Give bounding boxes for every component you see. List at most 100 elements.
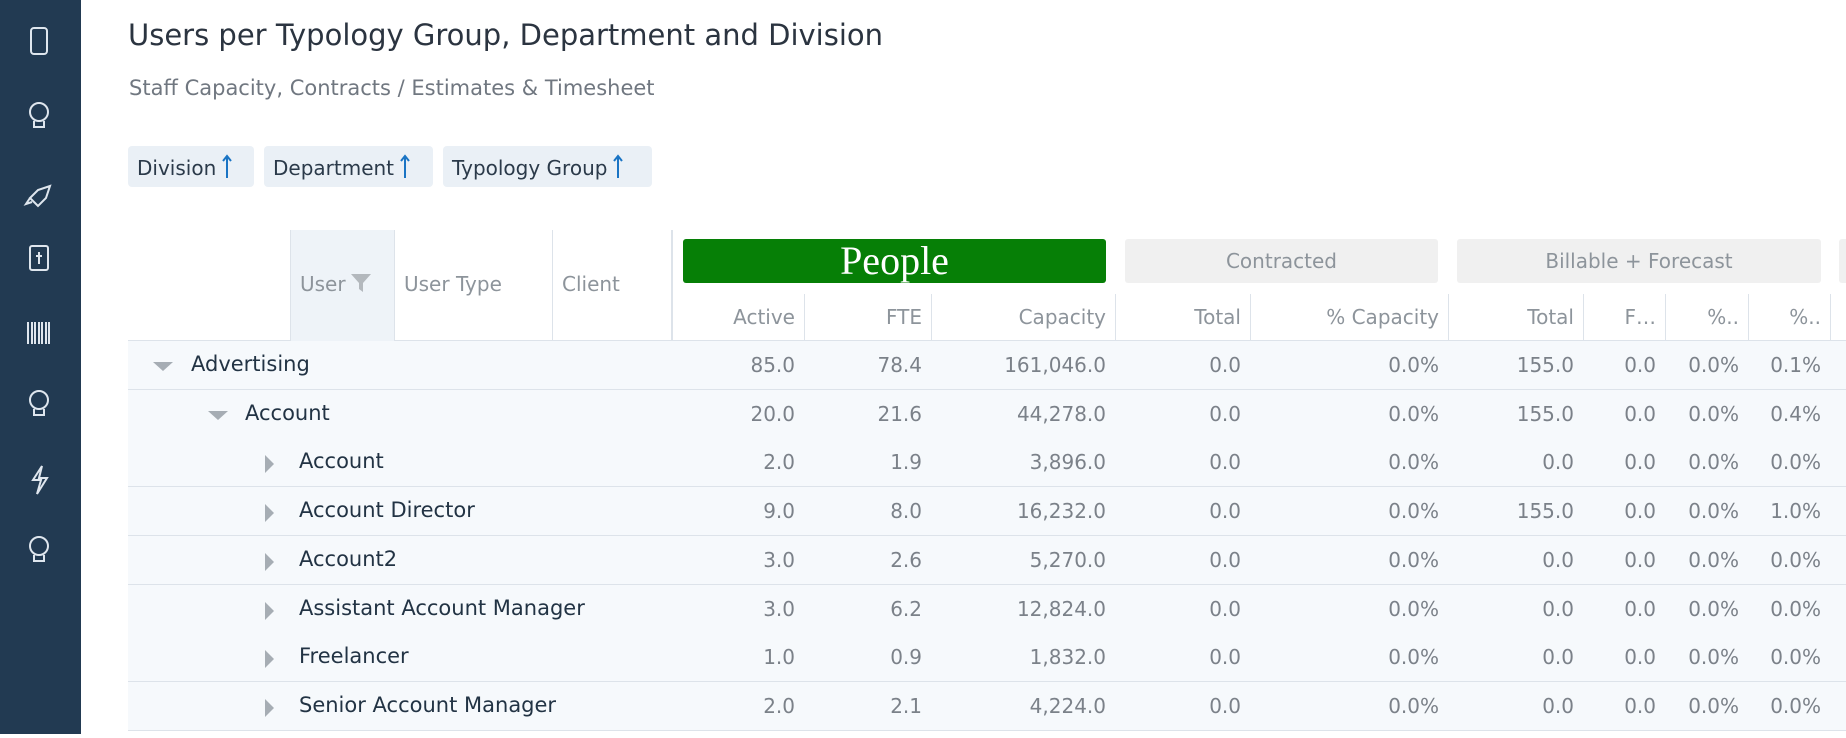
cell-value: 155.0 bbox=[1516, 401, 1574, 426]
expand-toggle[interactable] bbox=[153, 358, 173, 378]
cell-value: 3.0 bbox=[763, 596, 795, 621]
column-header[interactable]: F… bbox=[1624, 305, 1656, 329]
cell-value: 78.4 bbox=[877, 353, 922, 377]
cell-value: 1,832.0 bbox=[1029, 645, 1106, 670]
column-header[interactable]: FTE bbox=[885, 305, 922, 329]
column-header[interactable]: %.. bbox=[1707, 305, 1739, 329]
column-divider bbox=[1115, 294, 1116, 341]
expand-toggle[interactable] bbox=[261, 504, 281, 524]
icon-bulb[interactable] bbox=[29, 102, 49, 128]
icon-bolt[interactable] bbox=[31, 465, 49, 495]
cell-value: 155.0 bbox=[1516, 499, 1574, 524]
cell-value: 21.6 bbox=[877, 401, 922, 426]
page-subtitle: Staff Capacity, Contracts / Estimates & … bbox=[129, 76, 655, 100]
cell-value: 0.0% bbox=[1388, 645, 1439, 670]
cell-value: 0.0% bbox=[1770, 693, 1821, 718]
cell-value: 0.0% bbox=[1770, 645, 1821, 670]
caret-right bbox=[265, 552, 274, 571]
table-row bbox=[128, 487, 1846, 537]
cell-value: 2.1 bbox=[890, 693, 922, 718]
cell-value: 5,270.0 bbox=[1029, 547, 1106, 572]
column-header[interactable]: Total bbox=[1527, 305, 1574, 329]
cell-value: 0.0 bbox=[1542, 693, 1574, 718]
cell-value: 0.0 bbox=[1209, 353, 1241, 377]
icon-rocket[interactable] bbox=[23, 184, 52, 208]
row-header-cell[interactable]: User bbox=[290, 230, 395, 341]
cell-value: 16,232.0 bbox=[1016, 499, 1106, 524]
cell-value: 0.0 bbox=[1542, 547, 1574, 572]
caret-right bbox=[265, 504, 274, 523]
cell-value: 0.0% bbox=[1388, 499, 1439, 524]
cell-value: 2.0 bbox=[763, 450, 795, 475]
expand-toggle[interactable] bbox=[261, 601, 281, 622]
row-label: Freelancer bbox=[299, 644, 409, 669]
sort-chip[interactable]: Typology Group bbox=[443, 146, 652, 187]
cell-value: 0.0% bbox=[1770, 450, 1821, 475]
cell-value: 1.0 bbox=[763, 645, 795, 670]
filter-icon[interactable] bbox=[350, 272, 372, 294]
expand-toggle[interactable] bbox=[208, 407, 228, 427]
expand-toggle[interactable] bbox=[261, 698, 281, 719]
icon-bulb[interactable] bbox=[29, 390, 49, 416]
row-label: Account Director bbox=[299, 498, 475, 523]
cell-value: 0.0% bbox=[1688, 401, 1739, 426]
cell-value: 44,278.0 bbox=[1016, 401, 1106, 426]
table-row bbox=[128, 633, 1846, 683]
cell-value: 0.0 bbox=[1624, 596, 1656, 621]
cell-value: 0.0% bbox=[1388, 450, 1439, 475]
column-header[interactable]: % Capacity bbox=[1326, 305, 1439, 329]
sort-chip[interactable]: Division bbox=[128, 146, 254, 187]
cell-value: 0.0% bbox=[1388, 596, 1439, 621]
cell-value: 0.0% bbox=[1770, 547, 1821, 572]
table-row bbox=[128, 681, 1846, 731]
row-label: Advertising bbox=[191, 352, 310, 376]
caret-down bbox=[153, 362, 173, 371]
cell-value: 0.0% bbox=[1388, 353, 1439, 377]
cell-value: 0.0% bbox=[1388, 693, 1439, 718]
cell-value: 0.0% bbox=[1688, 499, 1739, 524]
sort-chip[interactable]: Department bbox=[264, 146, 433, 187]
table-row bbox=[128, 438, 1846, 488]
sidebar-icons bbox=[23, 27, 52, 562]
column-divider bbox=[672, 230, 673, 341]
cell-value: 0.0 bbox=[1624, 547, 1656, 572]
chip-label: Department bbox=[273, 156, 395, 180]
expand-toggle[interactable] bbox=[261, 650, 281, 670]
chip-label: Typology Group bbox=[452, 156, 608, 180]
cell-value: 12,824.0 bbox=[1016, 596, 1106, 621]
column-header[interactable]: Total bbox=[1194, 305, 1241, 329]
row-header-label: User bbox=[300, 272, 346, 296]
cell-value: 1.9 bbox=[890, 450, 922, 475]
column-divider bbox=[804, 294, 805, 341]
column-header[interactable]: %.. bbox=[1789, 305, 1821, 329]
table-row bbox=[128, 584, 1846, 634]
icon-invoice[interactable] bbox=[29, 245, 49, 271]
cell-value: 0.0% bbox=[1688, 645, 1739, 670]
cell-value: 0.0 bbox=[1624, 693, 1656, 718]
icon-barcode[interactable] bbox=[27, 322, 50, 344]
icon-mobile[interactable] bbox=[30, 27, 48, 55]
column-header[interactable]: Capacity bbox=[1018, 305, 1106, 329]
column-header[interactable]: Active bbox=[733, 305, 795, 329]
expand-toggle[interactable] bbox=[261, 455, 281, 475]
cell-value: 6.2 bbox=[890, 596, 922, 621]
cell-value: 8.0 bbox=[890, 499, 922, 524]
icon-bulb[interactable] bbox=[29, 536, 49, 562]
cell-value: 0.0 bbox=[1209, 401, 1241, 426]
row-header-cell[interactable]: User Type bbox=[395, 230, 553, 341]
cell-value: 0.0 bbox=[1624, 353, 1656, 377]
cell-value: 0.1% bbox=[1770, 353, 1821, 377]
expand-toggle[interactable] bbox=[261, 552, 281, 573]
cell-value: 0.0 bbox=[1542, 596, 1574, 621]
cell-value: 1.0% bbox=[1770, 499, 1821, 524]
column-divider bbox=[1583, 294, 1584, 341]
column-group-header-partial bbox=[1839, 239, 1846, 283]
cell-value: 0.0 bbox=[1209, 645, 1241, 670]
cell-value: 4,224.0 bbox=[1029, 693, 1106, 718]
cell-value: 0.0 bbox=[1624, 450, 1656, 475]
cell-value: 0.0 bbox=[1542, 645, 1574, 670]
caret-down bbox=[208, 410, 228, 420]
row-header-cell[interactable]: Client bbox=[553, 230, 672, 341]
cell-value: 3.0 bbox=[763, 547, 795, 572]
cell-value: 3,896.0 bbox=[1029, 450, 1106, 475]
